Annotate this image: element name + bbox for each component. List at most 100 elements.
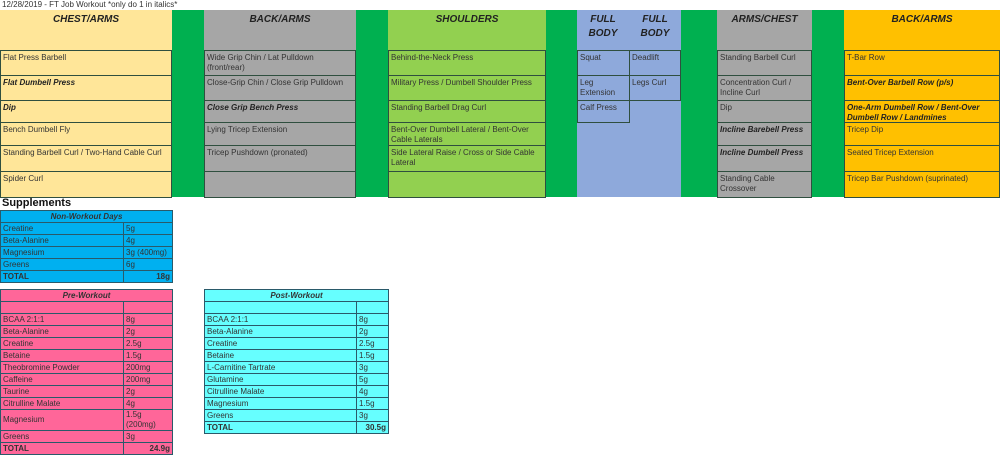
exercise-cell — [204, 171, 356, 198]
table-row: Creatine 2.5g — [0, 337, 173, 350]
table-row: L-Carnitine Tartrate 3g — [204, 361, 389, 374]
column-header: SHOULDERS — [435, 14, 499, 25]
total-value: 24.9g — [123, 442, 173, 455]
supplement-name: Creatine — [0, 222, 124, 235]
table-row: Greens 3g — [0, 430, 173, 443]
supplement-name: Greens — [0, 258, 124, 271]
exercise-cell: Seated Tricep Extension — [844, 145, 1000, 172]
workout-column-bg — [388, 10, 546, 197]
supplement-name: Magnesium — [0, 409, 124, 431]
table-title: Pre-Workout — [0, 289, 173, 302]
supplement-name: L-Carnitine Tartrate — [204, 361, 357, 374]
column-separator — [546, 10, 577, 197]
table-row: BCAA 2:1:1 8g — [0, 313, 173, 326]
supplement-amount: 1.5g — [123, 349, 173, 362]
column-separator — [681, 10, 717, 197]
supplement-amount: 4g — [123, 397, 173, 410]
total-value: 30.5g — [356, 421, 389, 434]
supplement-name: Betaine — [0, 349, 124, 362]
exercise-cell: Close-Grip Chin / Close Grip Pulldown — [204, 75, 356, 101]
exercise-cell: Incline Barebell Press — [717, 122, 812, 146]
table-row: Beta-Alanine 2g — [0, 325, 173, 338]
exercise-cell: Dip — [0, 100, 172, 123]
exercise-cell: Standing Barbell Curl / Two-Hand Cable C… — [0, 145, 172, 172]
supplement-name: Creatine — [204, 337, 357, 350]
supplement-name: Taurine — [0, 385, 124, 398]
supplement-amount: 4g — [356, 385, 389, 398]
table-row: Magnesium 1.5g — [204, 397, 389, 410]
supplement-name: Citrulline Malate — [204, 385, 357, 398]
column-separator — [812, 10, 844, 197]
supplement-amount: 3g — [356, 409, 389, 422]
workout-column-bg — [0, 10, 172, 197]
supplement-amount: 2.5g — [123, 337, 173, 350]
table-row — [204, 301, 389, 314]
total-value: 18g — [123, 270, 173, 283]
sheet-title: 12/28/2019 - FT Job Workout *only do 1 i… — [2, 0, 178, 9]
exercise-cell: Lying Tricep Extension — [204, 122, 356, 146]
exercise-cell: Standing Barbell Curl — [717, 50, 812, 76]
column-header: BACK/ARMS — [891, 14, 953, 25]
supplement-name: Greens — [204, 409, 357, 422]
exercise-cell: Tricep Dip — [844, 122, 1000, 146]
exercise-cell: T-Bar Row — [844, 50, 1000, 76]
table-row: Beta-Alanine 2g — [204, 325, 389, 338]
supplement-amount: 1.5g — [356, 397, 389, 410]
table-row: Citrulline Malate 4g — [0, 397, 173, 410]
exercise-cell: Close Grip Bench Press — [204, 100, 356, 123]
table-title: Non-Workout Days — [0, 210, 173, 223]
exercise-cell: Leg Extension — [577, 75, 630, 101]
supplement-amount: 3g (400mg) — [123, 246, 173, 259]
table-row: Greens 3g — [204, 409, 389, 422]
supplement-name: Glutamine — [204, 373, 357, 386]
non-workout-table: Non-Workout Days Creatine 5g Beta-Alanine 4g… — [0, 210, 173, 283]
supplement-name: Magnesium — [0, 246, 124, 259]
total-row: TOTAL 18g — [0, 270, 173, 283]
exercise-cell: Incline Dumbell Press — [717, 145, 812, 172]
exercise-cell: Deadlift — [629, 50, 681, 76]
exercise-cell: Behind-the-Neck Press — [388, 50, 546, 76]
exercise-cell: Tricep Pushdown (pronated) — [204, 145, 356, 172]
supplement-name: Greens — [0, 430, 124, 443]
supplement-name: Theobromine Powder — [0, 361, 124, 374]
supplement-amount: 2g — [123, 385, 173, 398]
exercise-cell: Bent-Over Dumbell Lateral / Bent-Over Ca… — [388, 122, 546, 146]
supplement-amount: 6g — [123, 258, 173, 271]
table-row: Taurine 2g — [0, 385, 173, 398]
table-row: Citrulline Malate 4g — [204, 385, 389, 398]
supplement-name: Magnesium — [204, 397, 357, 410]
exercise-cell: Calf Press — [577, 100, 630, 123]
exercise-cell: Legs Curl — [629, 75, 681, 101]
exercise-cell: Bent-Over Barbell Row (p/s) — [844, 75, 1000, 101]
exercise-cell: Side Lateral Raise / Cross or Side Cable… — [388, 145, 546, 172]
total-label: TOTAL — [0, 270, 124, 283]
total-row: TOTAL 30.5g — [204, 421, 389, 434]
table-row: Beta-Alanine 4g — [0, 234, 173, 247]
table-row: Betaine 1.5g — [0, 349, 173, 362]
table-row: Glutamine 5g — [204, 373, 389, 386]
supplement-name: BCAA 2:1:1 — [0, 313, 124, 326]
exercise-cell: Military Press / Dumbell Shoulder Press — [388, 75, 546, 101]
supplement-amount: 200mg — [123, 373, 173, 386]
workout-column-bg — [717, 10, 812, 197]
table-row: BCAA 2:1:1 8g — [204, 313, 389, 326]
column-separator — [172, 10, 204, 197]
exercise-cell: Flat Press Barbell — [0, 50, 172, 76]
exercise-cell: Flat Dumbell Press — [0, 75, 172, 101]
supplements-heading: Supplements — [2, 197, 72, 209]
supplement-name: Caffeine — [0, 373, 124, 386]
supplement-amount: 2.5g — [356, 337, 389, 350]
exercise-cell: Concentration Curl / Incline Curl — [717, 75, 812, 101]
supplement-amount: 4g — [123, 234, 173, 247]
supplement-amount: 8g — [123, 313, 173, 326]
supplement-amount: 5g — [356, 373, 389, 386]
supplement-name: Citrulline Malate — [0, 397, 124, 410]
supplement-amount: 1.5g — [356, 349, 389, 362]
exercise-cell: Tricep Bar Pushdown (suprinated) — [844, 171, 1000, 198]
table-title: Post-Workout — [204, 289, 389, 302]
column-header: BACK/ARMS — [249, 14, 311, 25]
exercise-cell: Squat — [577, 50, 630, 76]
column-header: ARMS/CHEST — [731, 14, 798, 25]
pre-workout-table: Pre-Workout BCAA 2:1:1 8g Beta-Alanine 2g Cre… — [0, 289, 173, 455]
table-row — [0, 301, 173, 314]
